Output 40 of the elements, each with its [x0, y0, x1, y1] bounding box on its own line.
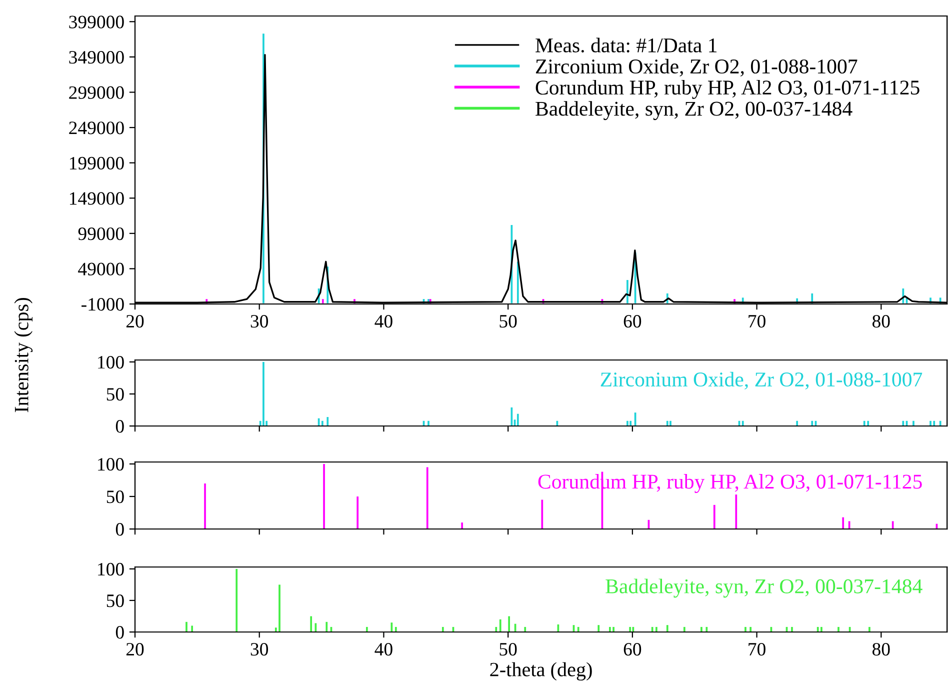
y-tick-label: 50: [106, 490, 124, 504]
y-tick-label: 50: [106, 388, 124, 401]
y-tick-label: 99000: [78, 227, 124, 240]
x-tick-label: 70: [748, 642, 766, 656]
y-tick-label: 100: [98, 458, 124, 471]
x-tick-label: 30: [250, 642, 268, 656]
y-tick-label: -1000: [82, 298, 124, 311]
x-tick-label: 20: [126, 314, 144, 328]
legend-label: Corundum HP, ruby HP, Al2 O3, 01-071-1125: [536, 80, 920, 99]
y-axis-title: Intensity (cps): [14, 298, 33, 412]
series-label: Baddeleyite, syn, Zr O2, 00-037-1484: [606, 578, 922, 598]
x-tick-label: 40: [374, 642, 392, 656]
x-tick-label: 80: [872, 642, 890, 656]
legend-label: Meas. data: #1/Data 1: [536, 38, 717, 53]
x-tick-label: 20: [126, 642, 144, 656]
y-tick-label: 349000: [69, 50, 124, 64]
y-tick-label: 399000: [69, 16, 124, 28]
y-tick-label: 100: [98, 562, 124, 576]
x-tick-label: 50: [500, 314, 517, 328]
y-tick-label: 50: [106, 594, 124, 608]
y-tick-label: 0: [116, 626, 124, 639]
legend-label: Zirconium Oxide, Zr O2, 01-088-1007: [536, 58, 858, 77]
x-tick-label: 30: [250, 314, 268, 328]
y-tick-label: 0: [116, 420, 124, 433]
x-tick-label: 70: [748, 314, 766, 328]
y-tick-label: 149000: [70, 192, 124, 205]
series-label: Zirconium Oxide, Zr O2, 01-088-1007: [600, 372, 922, 390]
y-tick-label: 199000: [70, 156, 124, 170]
x-tick-label: 60: [624, 642, 642, 656]
y-tick-label: 0: [116, 523, 124, 536]
x-tick-label: 60: [624, 314, 642, 328]
y-tick-label: 299000: [69, 86, 124, 99]
x-axis-title: 2-theta (deg): [490, 662, 592, 681]
x-tick-label: 40: [374, 314, 392, 328]
y-tick-label: 249000: [69, 122, 124, 134]
x-tick-label: 80: [872, 314, 890, 328]
legend-label: Baddeleyite, syn, Zr O2, 00-037-1484: [536, 101, 852, 120]
x-tick-label: 50: [500, 642, 517, 656]
y-tick-label: 49000: [78, 262, 124, 276]
y-tick-label: 100: [98, 356, 124, 369]
